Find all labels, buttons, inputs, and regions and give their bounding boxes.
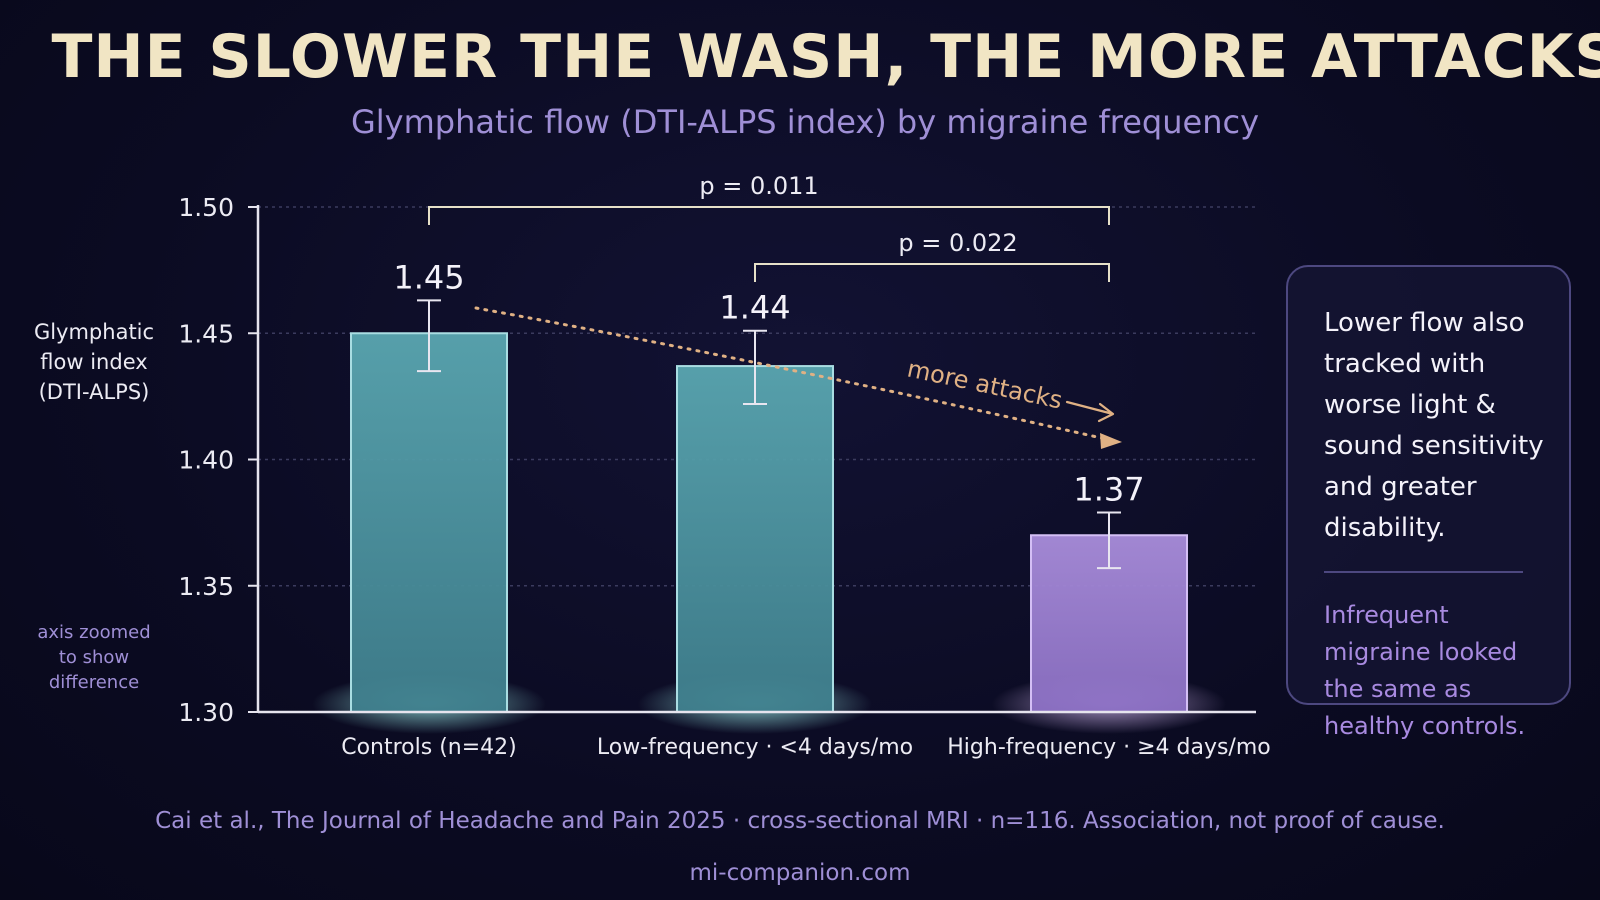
y-tick-label: 1.50 — [178, 193, 234, 222]
bar-value-label: 1.45 — [393, 258, 464, 296]
bar-value-label: 1.37 — [1073, 471, 1144, 509]
callout-sub-text: Infrequent migraine looked the same as h… — [1324, 601, 1526, 740]
error-bars-group — [417, 299, 1121, 570]
trend-group — [474, 306, 1122, 449]
bars-group — [312, 332, 1226, 734]
y-tick-label: 1.40 — [178, 446, 234, 475]
significance-bracket — [754, 263, 1110, 282]
callout-divider — [1324, 571, 1523, 573]
axis-zoom-note: axis zoomed to show difference — [24, 620, 164, 695]
x-category-label: Low-frequency · <4 days/mo — [597, 735, 913, 760]
y-axis-label: Glymphatic flow index (DTI-ALPS) — [14, 317, 174, 407]
p-value-label: p = 0.022 — [898, 229, 1017, 257]
callout-main-text: Lower flow also tracked with worse light… — [1324, 308, 1544, 543]
axis-note-line: difference — [48, 672, 140, 693]
bar — [676, 365, 834, 713]
y-axis-label-line: Glymphatic — [33, 320, 155, 344]
x-category-label: Controls (n=42) — [341, 735, 517, 760]
insight-callout: Lower flow also tracked with worse light… — [1286, 265, 1571, 740]
y-tick-label: 1.35 — [178, 572, 234, 601]
axis-note-line: axis zoomed — [37, 622, 151, 643]
trend-annotation-label: more attacks — [905, 354, 1065, 414]
trend-dotted-line — [474, 306, 1112, 442]
chart-subtitle: Glymphatic flow (DTI-ALPS index) by migr… — [350, 103, 1260, 141]
bar-value-label: 1.44 — [719, 289, 790, 327]
y-axis-label-line: flow index — [40, 350, 148, 374]
labels-group: 1.30 1.35 1.40 1.45 1.50 1.45 1.44 1.37 Controls… — [178, 172, 1270, 760]
bar — [350, 332, 508, 713]
y-tick-label: 1.45 — [178, 319, 234, 348]
source-citation: Cai et al., The Journal of Headache and … — [155, 808, 1445, 834]
site-url: mi-companion.com — [689, 860, 911, 886]
trend-small-arrow — [1065, 400, 1115, 423]
trend-arrowhead — [1100, 433, 1122, 449]
axes-group — [248, 205, 1256, 714]
axis-note-line: to show — [58, 647, 130, 668]
significance-group — [428, 206, 1110, 282]
y-axis-label-line: (DTI-ALPS) — [38, 380, 150, 404]
significance-bracket — [428, 206, 1110, 225]
p-value-label: p = 0.011 — [699, 172, 818, 200]
x-category-label: High-frequency · ≥4 days/mo — [947, 735, 1270, 760]
y-tick-label: 1.30 — [178, 698, 234, 727]
chart-title: THE SLOWER THE WASH, THE MORE ATTACKS — [51, 22, 1600, 92]
